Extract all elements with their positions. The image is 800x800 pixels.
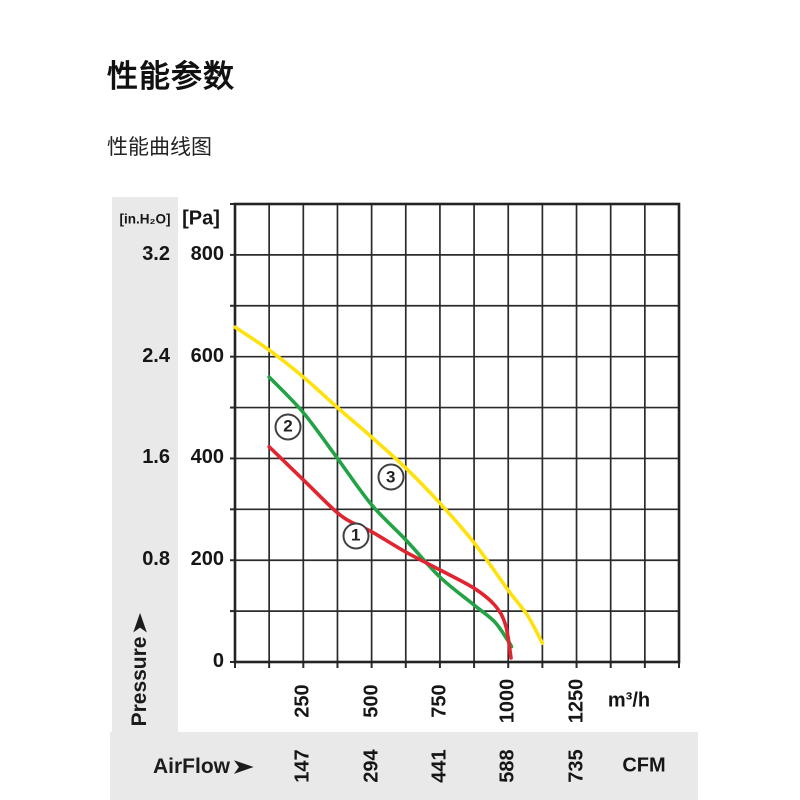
y-tick-inh2o-2.4: 2.4 — [142, 344, 170, 367]
y-tick-inh2o-1.6: 1.6 — [142, 446, 170, 469]
x-tick-cfm-441: 441 — [428, 749, 451, 783]
pressure-up-arrow-icon: ➤ — [129, 612, 151, 635]
y-tick-pa-200: 200 — [190, 548, 224, 571]
y-axis-unit-pa: [Pa] — [182, 207, 220, 230]
x-tick-cfm-588: 588 — [496, 749, 519, 783]
y-tick-pa-400: 400 — [190, 446, 224, 469]
x-axis-label-airflow: AirFlow ➤ — [153, 755, 254, 779]
y-axis-label-pressure: Pressure ➤ — [128, 612, 152, 727]
y-tick-pa-0: 0 — [212, 650, 224, 672]
bottom-axis-band — [110, 732, 698, 800]
y-tick-pa-800: 800 — [190, 242, 224, 265]
airflow-label-text: AirFlow — [153, 755, 230, 778]
curve-number-badge-3: 3 — [377, 463, 405, 491]
page-title: 性能参数 — [107, 59, 235, 94]
pressure-label-text: Pressure — [128, 636, 151, 727]
y-tick-inh2o-0.8: 0.8 — [142, 548, 170, 571]
performance-curve-1 — [267, 444, 513, 660]
x-tick-m3h-1000: 1000 — [496, 678, 519, 724]
y-tick-pa-600: 600 — [190, 344, 224, 367]
performance-curve-2 — [267, 375, 514, 649]
curve-number-badge-1: 1 — [342, 522, 370, 550]
airflow-right-arrow-icon: ➤ — [232, 756, 254, 778]
x-tick-cfm-735: 735 — [565, 749, 588, 783]
x-tick-m3h-750: 750 — [428, 684, 451, 718]
plot-border — [233, 202, 681, 664]
curve-number-badge-2: 2 — [274, 413, 302, 441]
y-tick-inh2o-3.2: 3.2 — [142, 242, 170, 265]
x-tick-m3h-250: 250 — [291, 684, 314, 718]
x-tick-m3h-500: 500 — [360, 684, 383, 718]
x-tick-m3h-1250: 1250 — [565, 678, 588, 724]
performance-curve-3 — [233, 325, 545, 645]
x-axis-unit-cfm: CFM — [622, 754, 666, 777]
x-tick-cfm-147: 147 — [291, 749, 314, 783]
left-axis-band — [112, 197, 178, 732]
chart-subtitle: 性能曲线图 — [107, 136, 212, 159]
x-axis-unit-m3h: m³/h — [607, 689, 651, 712]
y-axis-unit-inh2o: [in.H₂O] — [119, 211, 171, 227]
x-tick-cfm-294: 294 — [360, 749, 383, 783]
